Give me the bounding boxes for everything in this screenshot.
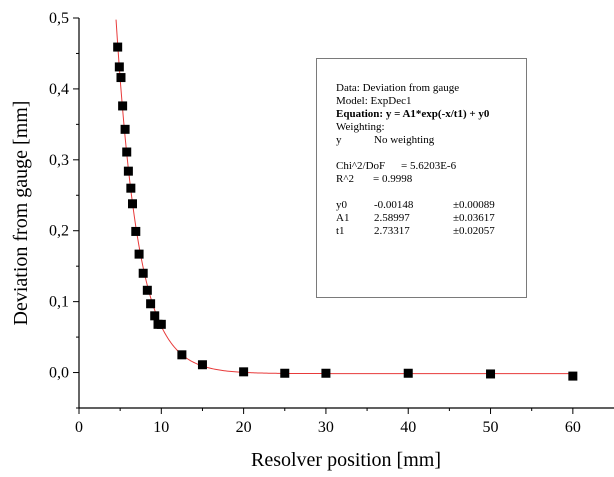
data-point <box>177 350 187 360</box>
chi-square-value: = 5.6203E-6 <box>401 160 457 172</box>
param-value: 2.58997 <box>374 212 410 224</box>
param-name: A1 <box>336 212 350 224</box>
x-tick-label: 0 <box>75 419 83 436</box>
param-value: 2.73317 <box>374 225 410 237</box>
data-point <box>239 367 249 377</box>
data-point <box>118 101 128 111</box>
fit-equation-line: Equation: y = A1*exp(-x/t1) + y0 <box>336 108 490 120</box>
y-axis-ticks: 0,0 0,1 0,2 0,3 0,4 0,5 <box>49 10 79 409</box>
x-tick-label: 30 <box>318 419 334 436</box>
data-point <box>114 62 124 72</box>
data-point <box>116 73 126 83</box>
axes-frame <box>78 18 614 409</box>
chi-square-label: Chi^2/DoF <box>336 160 386 172</box>
data-point <box>150 311 160 321</box>
data-point <box>122 147 132 157</box>
r-squared-value: = 0.9998 <box>373 173 413 185</box>
weighting-value: No weighting <box>374 134 435 146</box>
chi-square-row: Chi^2/DoF = 5.6203E-6 <box>336 160 526 173</box>
data-point <box>113 42 123 52</box>
fit-curve <box>115 19 573 375</box>
data-point <box>197 360 207 370</box>
data-point <box>142 285 152 295</box>
y-tick-label: 0,5 <box>49 10 69 27</box>
x-tick-label: 20 <box>236 419 252 436</box>
r-squared-label: R^2 <box>336 173 354 185</box>
data-points <box>113 42 578 381</box>
data-point <box>156 319 166 329</box>
param-row: t1 2.73317 ±0.02057 <box>336 225 526 238</box>
y-tick-label: 0,4 <box>49 81 69 98</box>
data-point <box>126 183 136 193</box>
fit-data-line: Data: Deviation from gauge <box>336 82 460 94</box>
param-value: -0.00148 <box>374 199 414 211</box>
param-row: A1 2.58997 ±0.03617 <box>336 212 526 225</box>
data-point <box>568 371 578 381</box>
x-axis-title: Resolver position [mm] <box>251 449 441 471</box>
data-point <box>123 166 133 176</box>
data-point <box>128 199 137 209</box>
x-tick-label: 40 <box>400 419 416 436</box>
y-tick-label: 0,1 <box>49 294 69 311</box>
data-point <box>131 226 141 236</box>
data-point <box>138 268 148 278</box>
data-point <box>120 124 130 134</box>
fit-weighting-label: Weighting: <box>336 121 385 133</box>
weighting-variable: y <box>336 134 342 146</box>
data-point <box>280 368 290 378</box>
param-name: t1 <box>336 225 345 237</box>
param-name: y0 <box>336 199 347 211</box>
x-axis-ticks: 0 10 20 30 40 50 60 <box>75 408 581 436</box>
y-tick-label: 0,3 <box>49 152 69 169</box>
data-point <box>321 368 331 378</box>
param-error: ±0.03617 <box>453 212 495 224</box>
data-point <box>486 369 496 379</box>
data-point <box>403 368 413 378</box>
param-error: ±0.02057 <box>453 225 495 237</box>
param-row: y0 -0.00148 ±0.00089 <box>336 199 526 212</box>
fit-results-box: Data: Deviation from gauge Model: ExpDec… <box>316 58 527 298</box>
x-tick-label: 50 <box>483 419 499 436</box>
fit-model-line: Model: ExpDec1 <box>336 95 412 107</box>
param-error: ±0.00089 <box>453 199 495 211</box>
fit-weighting-row: y No weighting <box>336 134 526 147</box>
y-tick-label: 0,2 <box>49 223 69 240</box>
y-axis-title: Deviation from gauge [mm] <box>10 101 32 326</box>
x-tick-label: 60 <box>565 419 581 436</box>
data-point <box>146 299 156 309</box>
x-tick-label: 10 <box>153 419 169 436</box>
data-point <box>134 249 144 259</box>
y-tick-label: 0,0 <box>49 365 69 382</box>
r-squared-row: R^2 = 0.9998 <box>336 173 526 186</box>
